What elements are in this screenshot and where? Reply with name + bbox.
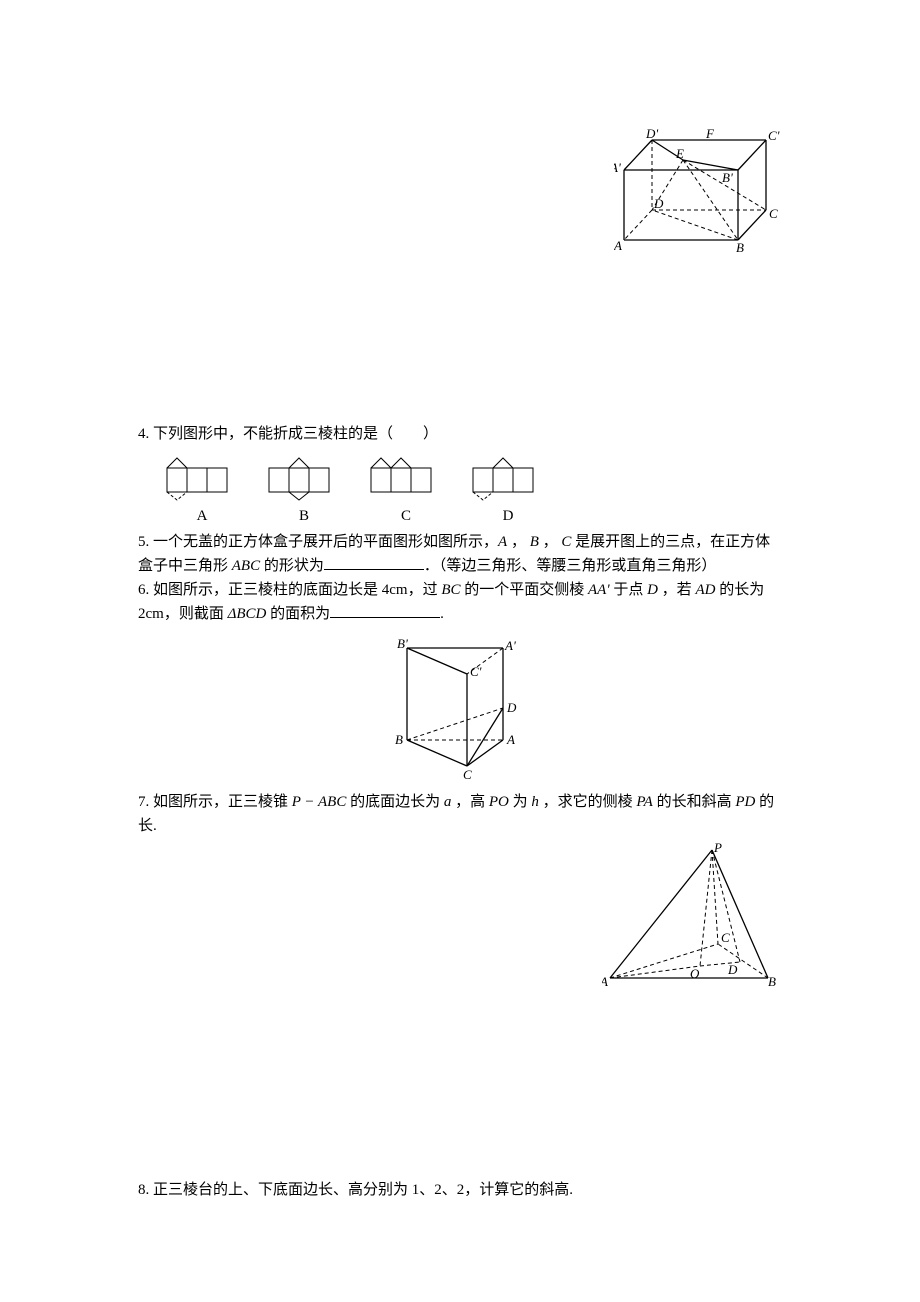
lbl-cn-A: A	[602, 974, 608, 989]
q7-p3: ，高	[451, 794, 489, 810]
q7-pabc: P − ABC	[292, 794, 347, 810]
q4-text: 4. 下列图形中，不能折成三棱柱的是（ ）	[138, 422, 782, 446]
cube-svg: D' F C' A' E B' D C A B	[614, 128, 782, 256]
q5-blank[interactable]	[324, 555, 424, 570]
net-C-svg	[368, 456, 444, 502]
lbl-pr-Cp: C'	[470, 664, 482, 679]
q4-nets-row: A B	[164, 456, 782, 528]
lbl-pr-A: A	[506, 732, 515, 747]
figure-prism: B' A' C' D B A C	[395, 634, 525, 782]
q7-p2: 的底面边长为	[346, 794, 444, 810]
figure-cube: D' F C' A' E B' D C A B	[614, 128, 782, 256]
q6-d: D	[647, 582, 658, 598]
q6-blank[interactable]	[330, 603, 440, 618]
q6-aa: AA'	[588, 582, 610, 598]
lbl-pr-Bp: B'	[397, 636, 408, 651]
q5-C: C	[561, 534, 571, 550]
cone-svg: P C O D A B	[602, 842, 778, 990]
q5-abc: ABC	[232, 558, 260, 574]
lbl-A: A	[614, 238, 622, 253]
lbl-Ap: A'	[614, 160, 621, 175]
q7-p4: 为	[509, 794, 532, 810]
q6-suffix: .	[440, 606, 444, 622]
net-D-label: D	[503, 504, 514, 528]
lbl-pr-D: D	[506, 700, 517, 715]
lbl-pr-Ap: A'	[504, 638, 516, 653]
page-root: D' F C' A' E B' D C A B 4. 下列图形中，不能折成三棱柱…	[0, 0, 920, 1262]
q7-p5: ，求它的侧棱	[539, 794, 637, 810]
lbl-cn-D: D	[727, 962, 738, 977]
lbl-Dp: D'	[645, 128, 658, 141]
q5-B: B	[530, 534, 539, 550]
q7-po: PO	[489, 794, 509, 810]
q5-after2: 的形状为	[260, 558, 324, 574]
net-C-label: C	[401, 504, 411, 528]
lbl-Bp: B'	[722, 170, 733, 185]
q7-text: 7. 如图所示，正三棱锥 P − ABC 的底面边长为 a ，高 PO 为 h …	[138, 790, 782, 838]
lbl-cn-C: C	[721, 930, 730, 945]
q6-bc: BC	[441, 582, 460, 598]
lbl-cn-O: O	[690, 966, 700, 981]
q5-A: A	[498, 534, 507, 550]
net-D: D	[470, 456, 546, 528]
net-B: B	[266, 456, 342, 528]
lbl-cn-P: P	[713, 842, 722, 855]
q5-c1: ，	[507, 534, 530, 550]
net-A-label: A	[197, 504, 208, 528]
q5-prefix: 5. 一个无盖的正方体盒子展开后的平面图形如图所示，	[138, 534, 498, 550]
q7-h: h	[531, 794, 539, 810]
net-B-svg	[266, 456, 342, 502]
figure-cone: P C O D A B	[602, 842, 778, 990]
net-B-label: B	[299, 504, 309, 528]
lbl-D: D	[653, 196, 664, 211]
net-A-svg	[164, 456, 240, 502]
q7-p1: 7. 如图所示，正三棱锥	[138, 794, 292, 810]
q5-c2: ，	[539, 534, 562, 550]
q6-ad: AD	[695, 582, 715, 598]
lbl-C: C	[769, 206, 778, 221]
q6-tri: ΔBCD	[228, 606, 267, 622]
q7-pd: PD	[735, 794, 755, 810]
lbl-pr-C: C	[463, 767, 472, 782]
net-C: C	[368, 456, 444, 528]
lbl-E: E	[675, 146, 684, 161]
lbl-cn-B: B	[768, 974, 776, 989]
q5-tail: ．（等边三角形、等腰三角形或直角三角形）	[424, 558, 717, 574]
q6-p1: 6. 如图所示，正三棱柱的底面边长是 4cm，过	[138, 582, 441, 598]
q6-p2: 的一个平面交侧棱	[461, 582, 589, 598]
net-D-svg	[470, 456, 546, 502]
lbl-F: F	[705, 128, 715, 141]
lbl-Cp: C'	[768, 128, 780, 143]
q6-p6: 的面积为	[266, 606, 330, 622]
net-A: A	[164, 456, 240, 528]
q7-pa: PA	[636, 794, 652, 810]
q8-text: 8. 正三棱台的上、下底面边长、高分别为 1、2、2，计算它的斜高.	[138, 1178, 782, 1202]
q6-p3: 于点	[610, 582, 648, 598]
q6-p4: ，若	[658, 582, 696, 598]
lbl-B: B	[736, 240, 744, 255]
q6-text: 6. 如图所示，正三棱柱的底面边长是 4cm，过 BC 的一个平面交侧棱 AA'…	[138, 578, 782, 626]
q5-text: 5. 一个无盖的正方体盒子展开后的平面图形如图所示，A ， B ， C 是展开图…	[138, 530, 782, 578]
q7-p6: 的长和斜高	[653, 794, 736, 810]
lbl-pr-B: B	[395, 732, 403, 747]
